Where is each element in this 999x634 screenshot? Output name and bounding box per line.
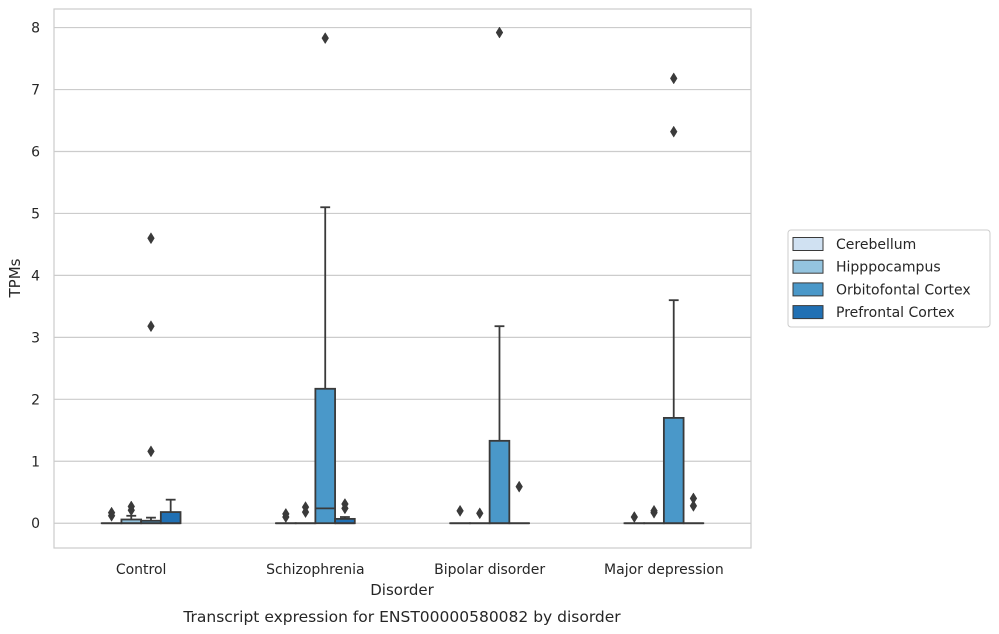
outlier-point <box>321 32 329 45</box>
outlier-point <box>107 506 116 519</box>
x-tick-label: Major depression <box>604 562 724 578</box>
box-hipppocampus <box>294 501 317 525</box>
legend-swatch <box>792 259 824 274</box>
legend-swatch <box>792 282 824 297</box>
box-prefrontal-cortex <box>508 480 530 525</box>
outlier-point <box>456 504 464 517</box>
box-orbitofontal-cortex <box>314 32 336 525</box>
box-orbitofontal-cortex <box>140 232 162 525</box>
outlier-point <box>282 507 290 520</box>
y-tick-label: 0 <box>31 516 40 532</box>
legend: Cerebellum Hipppocampus Orbitofontal Corte… <box>787 229 991 328</box>
outlier-point <box>495 26 504 39</box>
box-hipppocampus <box>120 500 143 525</box>
legend-label: Orbitofontal Cortex <box>836 282 971 298</box>
outlier-point <box>670 125 678 138</box>
y-tick-label: 5 <box>31 206 40 222</box>
x-axis-ticks: Control Schizophrenia Bipolar disorder Majo… <box>116 562 724 578</box>
outlier-point <box>301 501 310 514</box>
outlier-point <box>630 511 639 523</box>
box-hipppocampus <box>469 507 491 525</box>
box-prefrontal-cortex <box>682 492 705 525</box>
box-orbitofontal-cortex <box>662 72 685 525</box>
legend-label: Prefrontal Cortex <box>836 305 955 321</box>
y-tick-label: 4 <box>31 268 40 284</box>
box-cerebellum <box>623 511 646 525</box>
legend-swatch <box>792 237 824 251</box>
y-tick-label: 6 <box>31 144 40 160</box>
outlier-point <box>689 499 698 512</box>
y-tick-label: 3 <box>31 330 40 346</box>
legend-label: Hipppocampus <box>836 260 941 276</box>
x-tick-label: Bipolar disorder <box>434 562 545 578</box>
gridlines <box>54 26 751 524</box>
y-axis-ticks: 0 1 2 3 4 5 6 7 8 <box>31 21 40 533</box>
box-cerebellum <box>275 507 297 525</box>
outlier-point <box>689 492 698 505</box>
y-tick-label: 2 <box>31 392 40 408</box>
box-body <box>662 416 685 525</box>
y-tick-label: 7 <box>31 83 40 99</box>
box-body <box>488 439 511 525</box>
outlier-point <box>650 504 658 517</box>
box-cerebellum <box>100 506 123 525</box>
x-tick-label: Schizophrenia <box>266 562 364 578</box>
y-tick-label: 1 <box>31 454 40 470</box>
legend-frame <box>787 229 991 328</box>
chart-caption: Transcript expression for ENST0000058008… <box>182 608 621 626</box>
outlier-point <box>127 500 135 513</box>
legend-swatch <box>792 305 824 320</box>
outlier-point <box>670 72 678 85</box>
x-axis-label: Disorder <box>370 581 434 599</box>
box-prefrontal-cortex <box>159 498 182 525</box>
outlier-point <box>515 480 523 493</box>
x-tick-label: Control <box>116 562 167 578</box>
outlier-point <box>476 507 484 520</box>
outlier-point <box>147 320 155 333</box>
box-hipppocampus <box>643 504 665 525</box>
outlier-point <box>147 232 155 245</box>
box-orbitofontal-cortex <box>488 26 511 525</box>
y-tick-label: 8 <box>31 21 40 37</box>
y-axis-label: TPMs <box>6 258 24 298</box>
box-prefrontal-cortex <box>334 498 356 525</box>
box-body <box>314 387 336 525</box>
box-series <box>100 26 705 525</box>
box-cerebellum <box>449 504 471 525</box>
plot-frame <box>53 8 752 549</box>
legend-label: Cerebellum <box>836 237 916 253</box>
box-body <box>159 511 182 525</box>
outlier-point <box>341 498 349 510</box>
outlier-point <box>147 445 155 458</box>
